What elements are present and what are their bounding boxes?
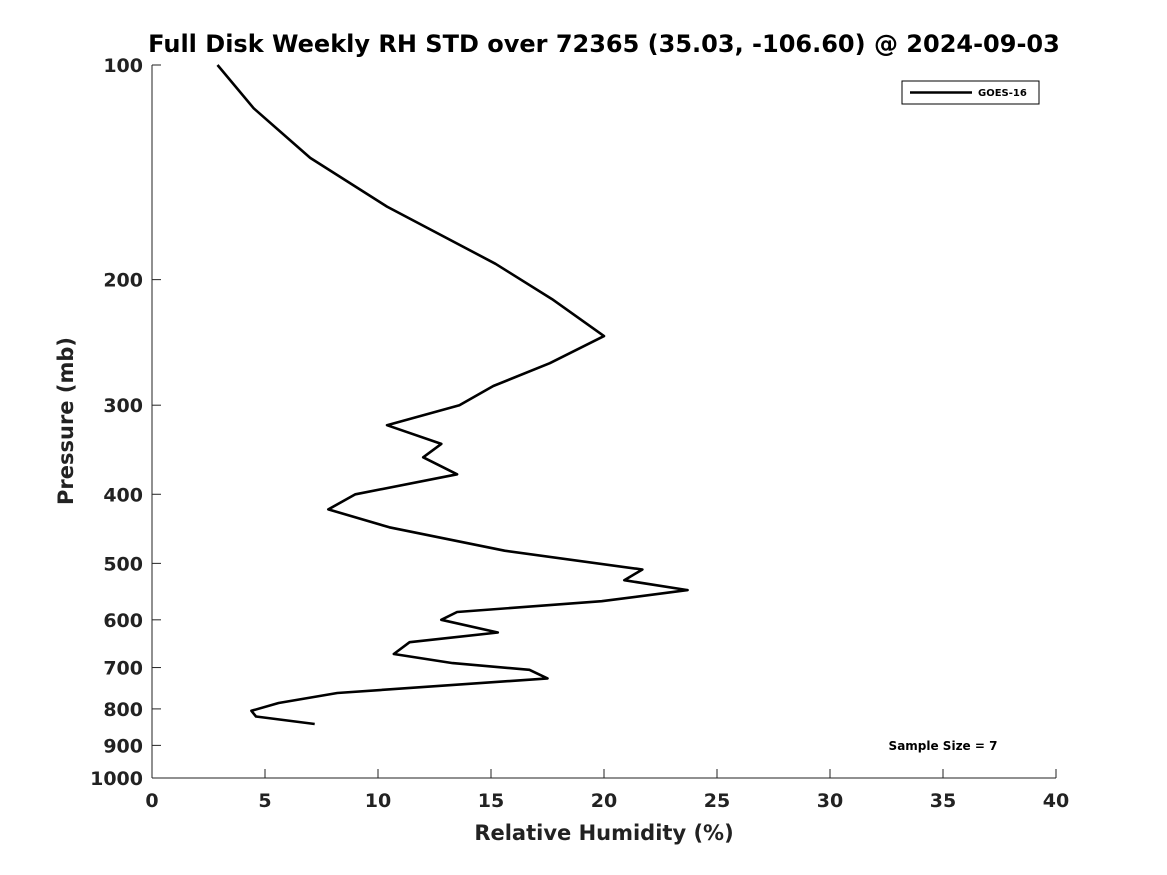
x-tick-label: 15: [478, 790, 504, 812]
y-axis-ticks: 100 200 300 400 500 600 700 800 900 1000: [90, 55, 161, 790]
y-tick-label: 700: [103, 658, 143, 680]
y-tick-label: 1000: [90, 768, 143, 790]
y-tick-label: 200: [103, 270, 143, 292]
legend: GOES-16: [901, 80, 1040, 105]
y-tick-label: 100: [103, 55, 143, 77]
x-axis-label: Relative Humidity (%): [474, 821, 733, 845]
x-tick-label: 40: [1043, 790, 1069, 812]
x-tick-label: 30: [817, 790, 843, 812]
y-tick-label: 400: [103, 484, 143, 506]
y-tick-label: 500: [103, 553, 143, 575]
x-tick-label: 0: [145, 790, 158, 812]
series-line-goes-16: [216, 64, 689, 726]
y-tick-label: 800: [103, 699, 143, 721]
x-tick-label: 5: [258, 790, 271, 812]
y-tick-label: 900: [103, 735, 143, 757]
y-axis-label: Pressure (mb): [54, 337, 78, 505]
x-tick-label: 35: [930, 790, 956, 812]
chart-title: Full Disk Weekly RH STD over 72365 (35.0…: [148, 30, 1060, 58]
y-tick-label: 600: [103, 610, 143, 632]
sample-size-annotation: Sample Size = 7: [889, 739, 998, 753]
x-tick-label: 20: [591, 790, 617, 812]
x-tick-label: 10: [365, 790, 391, 812]
x-tick-label: 25: [704, 790, 730, 812]
legend-entry-goes-16: GOES-16: [978, 88, 1027, 99]
y-tick-label: 300: [103, 395, 143, 417]
x-axis-ticks: 0 5 10 15 20 25 30 35 40: [145, 769, 1069, 812]
